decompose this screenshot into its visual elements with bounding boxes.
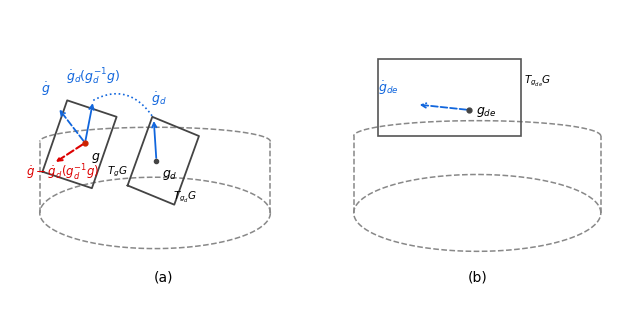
Text: $T_{g_{de}}G$: $T_{g_{de}}G$ bbox=[524, 73, 551, 88]
Text: $g_{de}$: $g_{de}$ bbox=[476, 105, 496, 119]
Text: $\dot{g}$: $\dot{g}$ bbox=[41, 81, 50, 99]
Text: $\dot{g} - \dot{g}_d(g_d^{-1}g)$: $\dot{g} - \dot{g}_d(g_d^{-1}g)$ bbox=[26, 163, 99, 183]
Text: $\dot{g}_d(g_d^{-1}g)$: $\dot{g}_d(g_d^{-1}g)$ bbox=[66, 67, 120, 87]
Bar bbox=[379, 59, 521, 136]
Text: $g_d$: $g_d$ bbox=[162, 168, 178, 182]
Text: $g$: $g$ bbox=[90, 151, 100, 165]
Text: $T_{g_d}G$: $T_{g_d}G$ bbox=[173, 189, 197, 204]
Text: $T_gG$: $T_gG$ bbox=[107, 165, 127, 179]
Text: $\dot{g}_{de}$: $\dot{g}_{de}$ bbox=[379, 80, 399, 97]
Text: (a): (a) bbox=[153, 270, 173, 284]
Text: (b): (b) bbox=[467, 270, 487, 284]
Text: $\dot{g}_d$: $\dot{g}_d$ bbox=[151, 90, 166, 108]
